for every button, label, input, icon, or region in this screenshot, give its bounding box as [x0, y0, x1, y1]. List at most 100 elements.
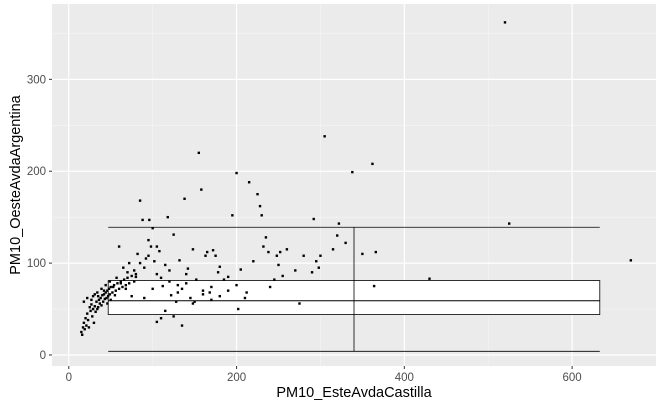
data-point — [267, 250, 270, 254]
data-point — [136, 252, 139, 256]
data-point — [285, 248, 289, 251]
data-point — [147, 238, 150, 242]
data-point — [102, 293, 106, 296]
data-point — [86, 296, 89, 300]
data-point — [109, 298, 112, 302]
data-point — [186, 267, 190, 270]
data-point — [169, 294, 173, 297]
data-point — [149, 245, 153, 248]
data-point — [112, 285, 115, 289]
data-point — [176, 283, 180, 287]
data-point — [117, 287, 121, 291]
data-point — [133, 280, 136, 283]
data-point — [147, 254, 150, 257]
y-tick-label: 100 — [27, 258, 46, 270]
data-point — [96, 291, 99, 294]
data-point — [371, 162, 374, 166]
data-point — [258, 204, 262, 208]
data-point — [226, 289, 230, 292]
data-point — [124, 283, 128, 287]
data-point — [95, 300, 98, 303]
data-point — [81, 333, 84, 336]
data-point — [218, 265, 221, 268]
data-point — [191, 302, 195, 305]
data-point — [122, 266, 125, 269]
data-point — [134, 275, 138, 279]
data-point — [172, 315, 175, 318]
x-tick-label: 600 — [563, 372, 582, 384]
data-point — [172, 233, 175, 236]
data-point — [185, 272, 188, 276]
data-point — [108, 280, 112, 283]
y-tick-label: 200 — [27, 166, 46, 178]
data-point — [210, 298, 213, 302]
data-point — [90, 303, 93, 306]
data-point — [183, 197, 186, 200]
data-point — [273, 278, 276, 281]
data-point — [98, 302, 102, 305]
data-point — [629, 259, 633, 262]
data-point — [82, 300, 86, 303]
data-point — [503, 21, 507, 24]
data-point — [107, 294, 110, 298]
data-point — [101, 300, 105, 303]
data-point — [99, 296, 102, 300]
data-point — [138, 199, 142, 202]
x-axis-ticks: 0 200 400 600 — [66, 366, 582, 384]
data-point — [104, 291, 107, 294]
data-point — [121, 285, 124, 289]
data-point — [144, 257, 148, 260]
data-point — [262, 245, 265, 248]
data-point — [243, 296, 247, 300]
data-point — [97, 298, 101, 302]
data-point — [126, 276, 129, 279]
data-point — [151, 287, 154, 291]
data-point — [87, 326, 91, 329]
data-point — [178, 259, 181, 262]
data-point — [374, 250, 378, 254]
data-point — [90, 298, 93, 302]
data-point — [235, 283, 238, 287]
data-point — [317, 266, 320, 269]
data-point — [245, 291, 248, 294]
data-point — [231, 214, 234, 217]
data-point — [109, 285, 112, 289]
data-point — [176, 291, 180, 294]
data-point — [205, 250, 209, 254]
data-point — [133, 269, 136, 272]
data-point — [191, 248, 195, 251]
data-point — [331, 248, 335, 251]
data-point — [204, 254, 207, 257]
data-point — [127, 261, 131, 265]
data-point — [159, 276, 163, 279]
data-point — [151, 226, 154, 230]
data-point — [119, 282, 122, 285]
data-point — [278, 250, 282, 254]
data-point — [216, 271, 220, 274]
data-point — [153, 260, 156, 263]
data-point — [155, 320, 159, 324]
data-point — [102, 289, 106, 292]
data-point — [94, 310, 97, 313]
y-axis-title: PM10_OesteAvdaArgentina — [8, 94, 24, 274]
data-point — [91, 307, 95, 311]
data-point — [96, 294, 100, 298]
data-point — [222, 278, 226, 281]
data-point — [91, 315, 94, 318]
data-point — [116, 282, 119, 285]
data-point — [119, 280, 122, 283]
data-point — [127, 282, 131, 285]
x-tick-label: 0 — [66, 372, 72, 384]
data-point — [275, 254, 279, 257]
data-point — [214, 254, 217, 257]
data-point — [143, 266, 146, 269]
data-point — [96, 307, 99, 311]
data-point — [351, 170, 354, 174]
data-point — [84, 317, 87, 320]
data-point — [344, 241, 347, 245]
data-point — [268, 285, 272, 289]
data-point — [104, 283, 107, 287]
data-point — [143, 296, 146, 300]
data-point — [108, 293, 112, 296]
